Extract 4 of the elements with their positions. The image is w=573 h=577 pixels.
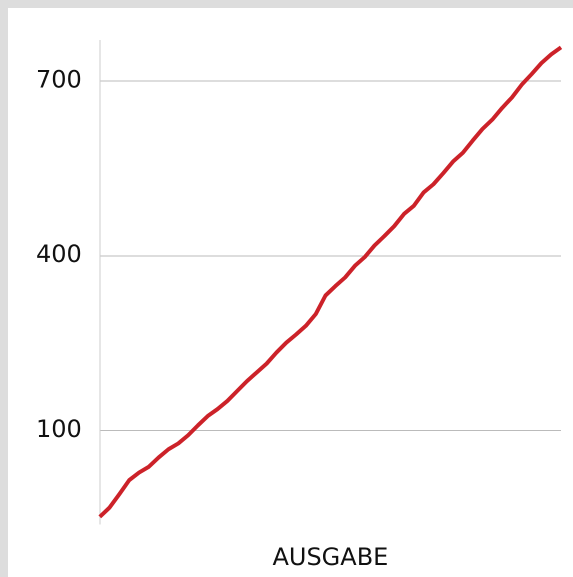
y-tick-label: 700: [36, 65, 82, 94]
y-tick-label: 100: [36, 414, 82, 443]
y-tick-label: 400: [36, 240, 82, 268]
x-axis-title: AUSGABE: [272, 542, 388, 571]
